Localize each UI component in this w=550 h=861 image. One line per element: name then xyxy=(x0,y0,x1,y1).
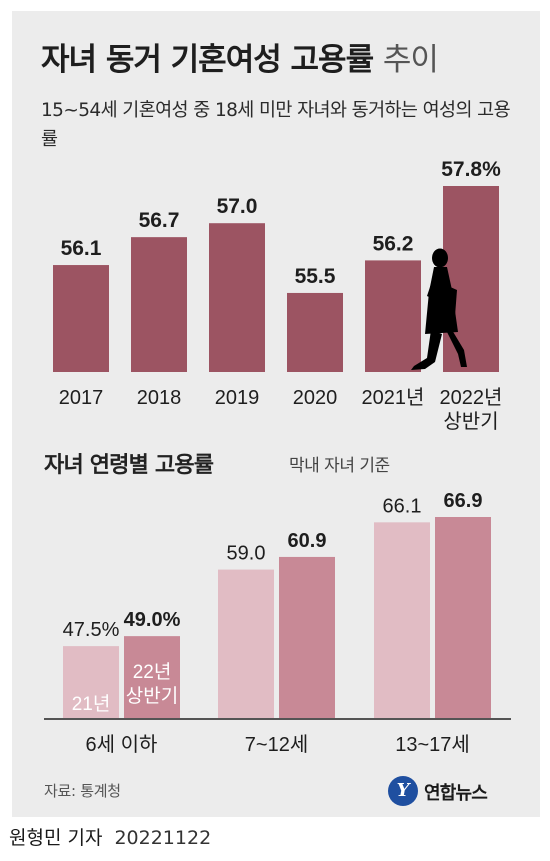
x-tick-label-5: 상반기 xyxy=(443,410,498,433)
data-label-1: 56.7 xyxy=(139,209,180,232)
bar-3 xyxy=(287,292,343,372)
data-label-5: 57.8% xyxy=(441,158,501,181)
series-label-22: 상반기 xyxy=(126,685,178,707)
x-tick-label-1: 2018 xyxy=(137,387,182,409)
bar-2 xyxy=(209,223,265,372)
group-data-label-0-0: 47.5% xyxy=(63,619,120,641)
title-suffix: 추이 xyxy=(382,42,439,78)
yonhap-logo-text: 연합뉴스 xyxy=(424,783,488,804)
reporter-name: 원형민 기자 xyxy=(9,827,103,849)
byline: 원형민 기자 20221122 xyxy=(9,823,211,850)
section-note: 막내 자녀 기준 xyxy=(289,456,390,476)
group-data-label-0-1: 49.0% xyxy=(124,609,181,631)
data-label-2: 57.0 xyxy=(217,195,258,218)
publish-date: 20221122 xyxy=(114,827,212,849)
group-bar-2-0 xyxy=(374,522,430,718)
data-label-0: 56.1 xyxy=(61,237,102,260)
yonhap-logo-icon: Y xyxy=(388,776,418,806)
bar-4 xyxy=(365,260,421,372)
group-data-label-2-0: 66.1 xyxy=(383,495,422,517)
x-tick-label-3: 2020 xyxy=(293,387,338,409)
group-data-label-1-1: 60.9 xyxy=(288,530,327,552)
x-tick-label-4: 2021년 xyxy=(362,386,425,409)
bar-1 xyxy=(131,237,187,372)
bar-0 xyxy=(53,265,109,372)
series-label-22: 22년 xyxy=(133,661,172,683)
group-bar-0-0 xyxy=(63,646,119,718)
x-tick-label-5: 2022년 xyxy=(440,386,503,409)
group-data-label-1-0: 59.0 xyxy=(227,543,266,565)
x-tick-label-2: 2019 xyxy=(215,387,260,409)
group-bar-1-1 xyxy=(279,556,335,718)
yonhap-logo[interactable]: Y 연합뉴스 xyxy=(388,770,518,810)
section-title-age: 자녀 연령별 고용률 xyxy=(44,453,214,478)
category-label-0: 6세 이하 xyxy=(86,733,158,756)
category-label-1: 7~12세 xyxy=(245,733,308,756)
group-bar-2-1 xyxy=(435,517,491,718)
chart-title: 자녀 동거 기혼여성 고용률 추이 xyxy=(41,34,439,79)
bar-5 xyxy=(443,186,499,372)
walking-woman-icon xyxy=(411,248,467,370)
category-label-2: 13~17세 xyxy=(395,733,470,756)
group-bar-1-0 xyxy=(218,569,274,718)
group-data-label-2-1: 66.9 xyxy=(444,490,483,512)
chart-subtitle: 15~54세 기혼여성 중 18세 미만 자녀와 동거하는 여성의 고용률 xyxy=(41,100,511,150)
group-bar-0-1 xyxy=(124,636,180,718)
data-label-4: 56.2 xyxy=(373,232,414,255)
title-main: 자녀 동거 기혼여성 고용률 xyxy=(41,42,374,78)
series-label-21: 21년 xyxy=(72,693,111,715)
source-note: 자료: 통계청 xyxy=(44,782,121,800)
x-tick-label-0: 2017 xyxy=(59,387,104,409)
data-label-3: 55.5 xyxy=(295,265,336,288)
